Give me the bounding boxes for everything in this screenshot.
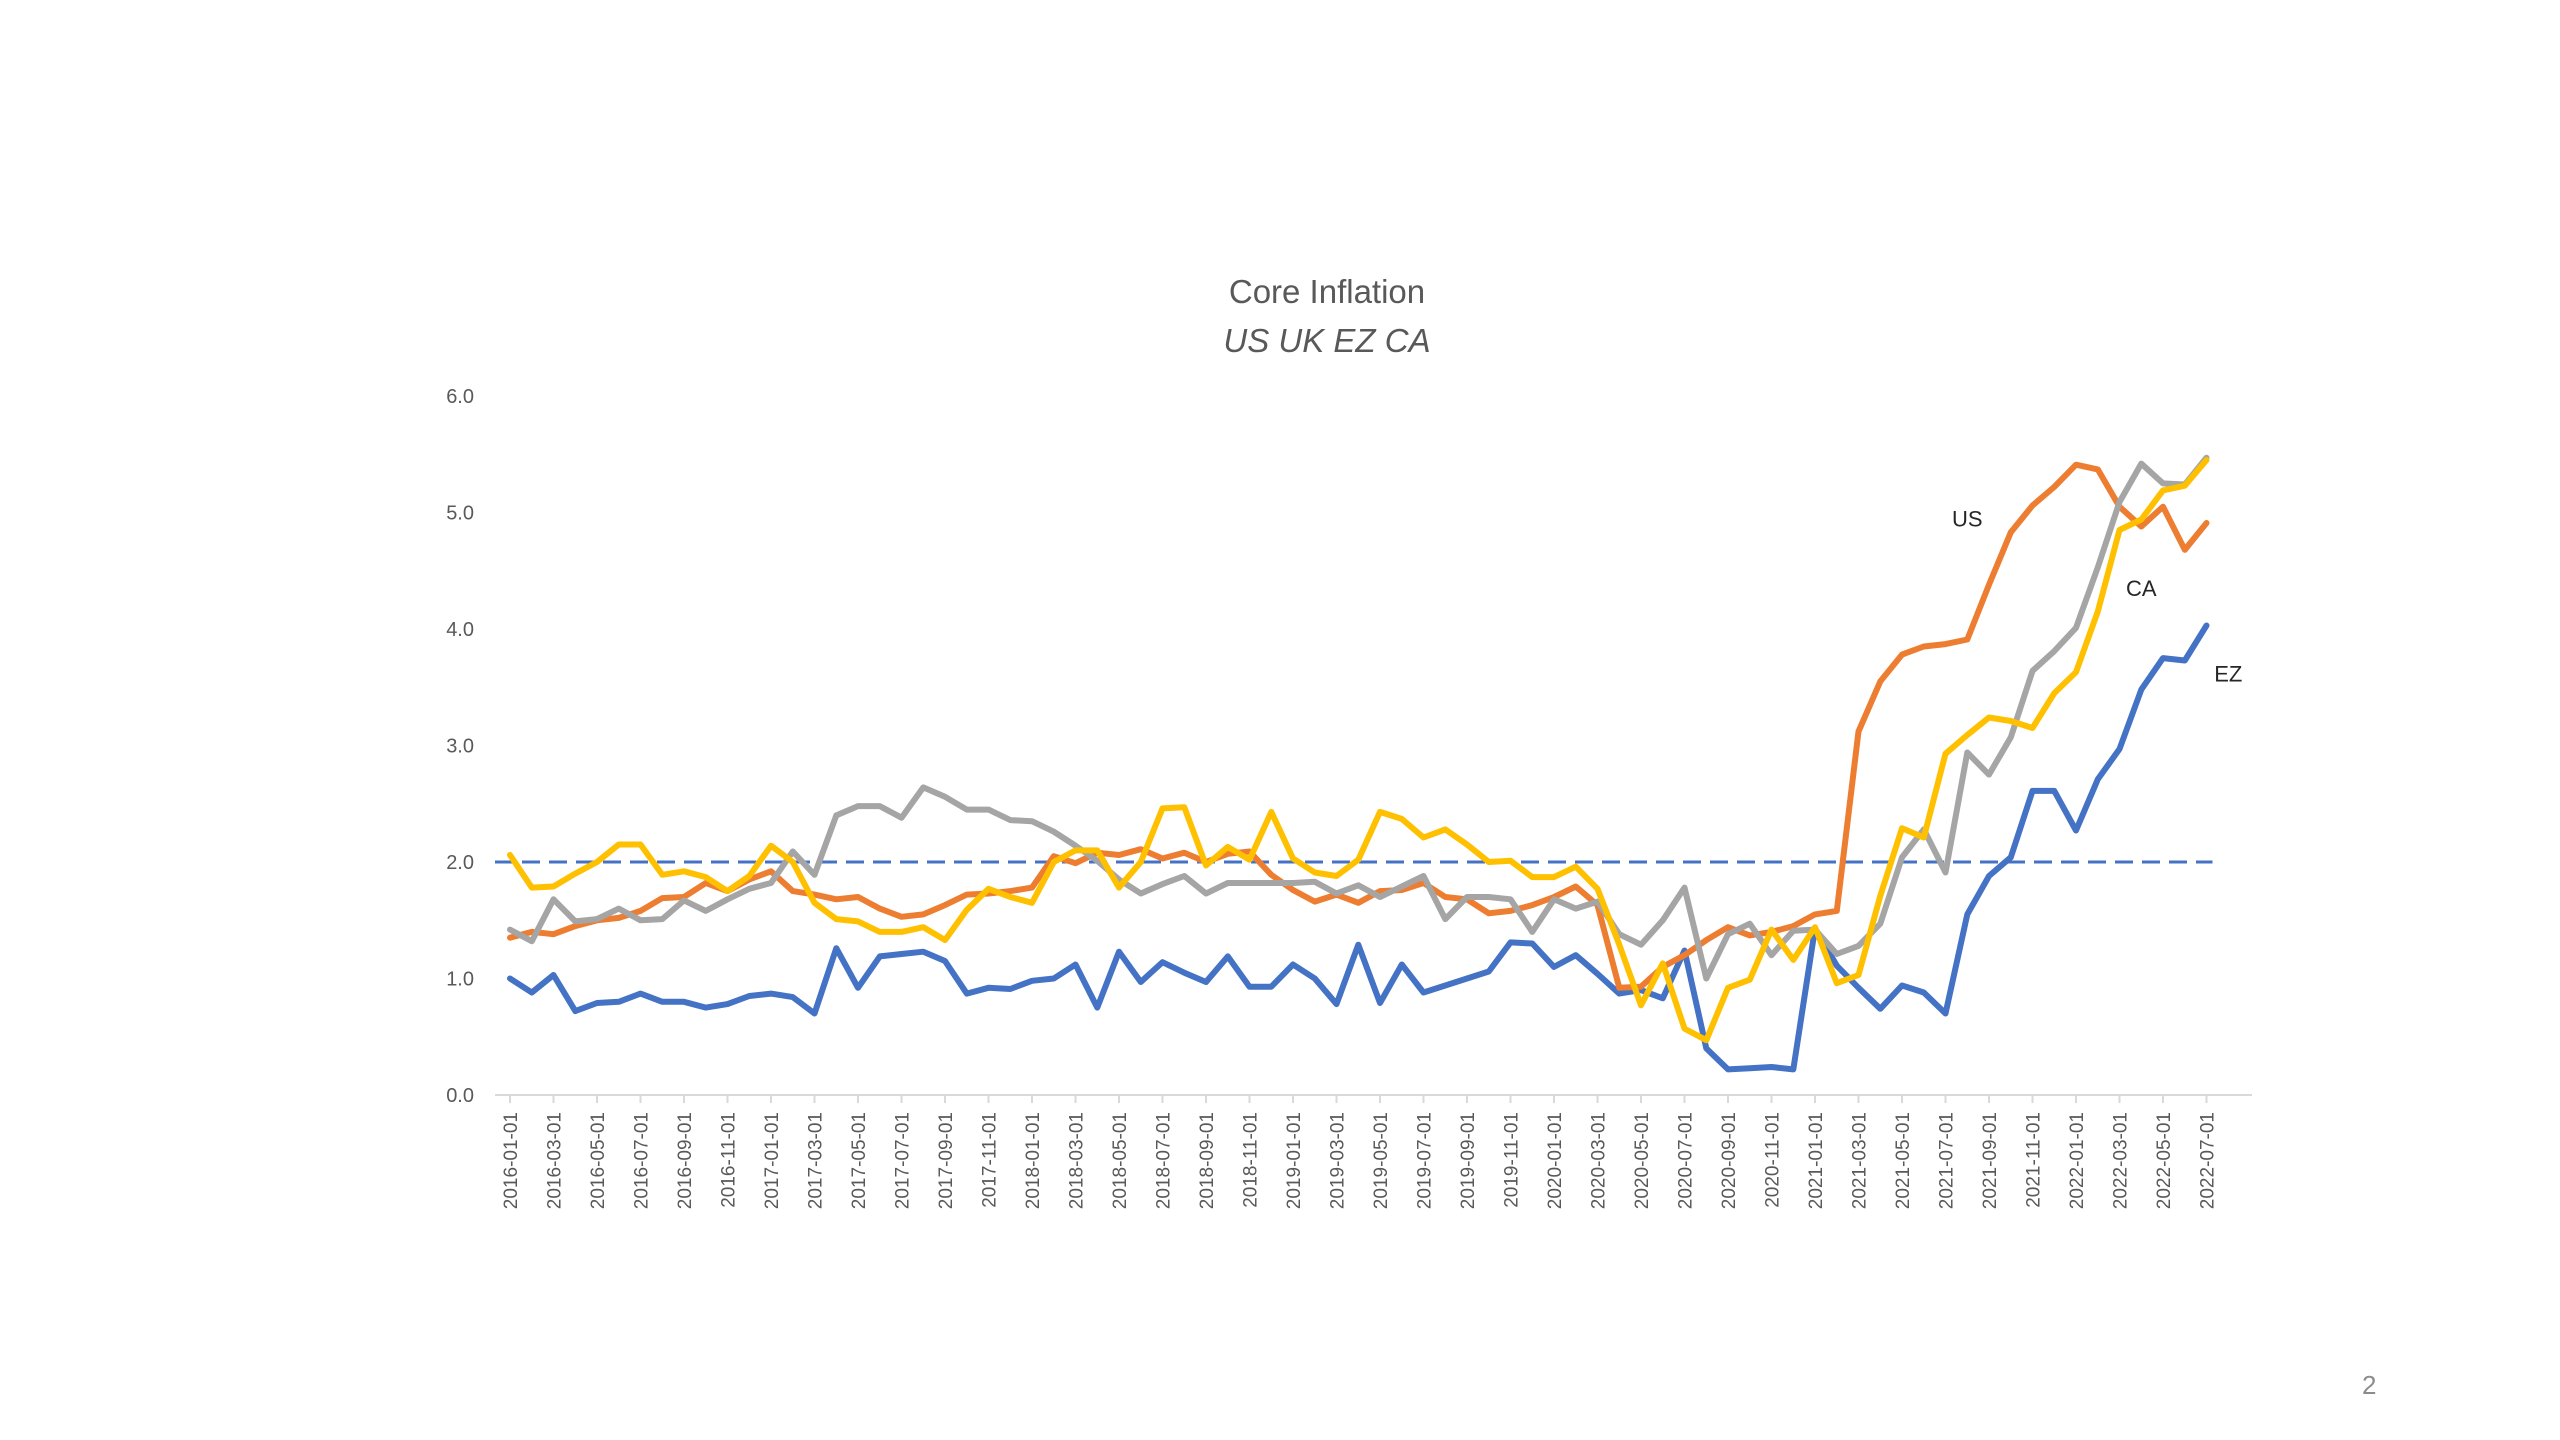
x-tick-label: 2021-11-01 (2024, 1112, 2045, 1208)
x-tick-label: 2017-01-01 (762, 1112, 783, 1209)
y-axis-ticks: 0.0 1.0 2.0 3.0 4.0 5.0 6.0 (446, 386, 474, 1107)
x-tick-label: 2016-05-01 (588, 1112, 609, 1209)
x-tick-label: 2020-09-01 (1719, 1112, 1740, 1209)
x-tick-label: 2021-07-01 (1937, 1112, 1958, 1209)
x-tick-label: 2021-09-01 (1980, 1112, 2001, 1209)
x-tick-label: 2018-03-01 (1067, 1112, 1088, 1209)
x-tick-label: 2017-03-01 (806, 1112, 827, 1209)
x-tick-label: 2020-01-01 (1545, 1112, 1566, 1209)
x-tick-label: 2018-09-01 (1197, 1112, 1218, 1209)
series-line-us (507, 461, 2210, 991)
y-tick-label: 0.0 (446, 1085, 474, 1107)
x-tick-label: 2017-07-01 (893, 1112, 914, 1209)
x-tick-label: 2016-07-01 (632, 1112, 653, 1209)
x-tick-label: 2021-05-01 (1893, 1112, 1914, 1209)
x-tick-label: 2021-03-01 (1850, 1112, 1871, 1209)
x-tick-label: 2019-07-01 (1415, 1112, 1436, 1209)
series-annotation: EZ (2214, 661, 2242, 686)
x-tick-label: 2016-09-01 (675, 1112, 696, 1209)
y-tick-label: 2.0 (446, 852, 474, 874)
x-tick-label: 2018-11-01 (1241, 1112, 1262, 1208)
x-tick-label: 2019-01-01 (1284, 1112, 1305, 1209)
x-tick-label: 2017-05-01 (849, 1112, 870, 1209)
x-tick-label: 2020-11-01 (1763, 1112, 1784, 1208)
series-annotation: US (1952, 506, 1983, 531)
y-tick-label: 1.0 (446, 969, 474, 991)
x-tick-label: 2018-01-01 (1023, 1112, 1044, 1209)
y-tick-label: 6.0 (446, 386, 474, 408)
x-tick-label: 2022-01-01 (2067, 1112, 2088, 1209)
chart-title: Core Inflation (1229, 273, 1425, 310)
x-tick-label: 2016-11-01 (719, 1112, 740, 1208)
x-axis-ticks: 2016-01-01 2016-03-01 2016-05-01 2016-07-01… (501, 1095, 2219, 1209)
x-tick-label: 2019-09-01 (1458, 1112, 1479, 1209)
x-tick-label: 2017-09-01 (936, 1112, 957, 1209)
x-tick-label: 2022-03-01 (2111, 1112, 2132, 1209)
x-tick-label: 2020-03-01 (1589, 1112, 1610, 1209)
x-tick-label: 2022-05-01 (2154, 1112, 2175, 1209)
page-number: 2 (2362, 1370, 2377, 1400)
x-tick-label: 2020-05-01 (1632, 1112, 1653, 1209)
x-tick-label: 2016-03-01 (545, 1112, 566, 1209)
annotation-layer: US CA EZ (1952, 506, 2242, 686)
x-tick-label: 2016-01-01 (501, 1112, 522, 1209)
x-tick-label: 2021-01-01 (1806, 1112, 1827, 1209)
x-tick-label: 2019-05-01 (1371, 1112, 1392, 1209)
x-tick-label: 2019-03-01 (1328, 1112, 1349, 1209)
x-tick-label: 2018-07-01 (1154, 1112, 1175, 1209)
x-tick-label: 2017-11-01 (980, 1112, 1001, 1208)
x-tick-label: 2018-05-01 (1110, 1112, 1131, 1209)
series-line-ca (507, 457, 2210, 1044)
series-layer (495, 454, 2213, 1073)
y-tick-label: 5.0 (446, 503, 474, 525)
series-line-ez (507, 622, 2210, 1073)
chart-subtitle: US UK EZ CA (1223, 322, 1430, 359)
y-tick-label: 4.0 (446, 619, 474, 641)
x-tick-label: 2019-11-01 (1502, 1112, 1523, 1208)
y-tick-label: 3.0 (446, 736, 474, 758)
x-tick-label: 2020-07-01 (1676, 1112, 1697, 1209)
x-tick-label: 2022-07-01 (2198, 1112, 2219, 1209)
series-annotation: CA (2126, 576, 2157, 601)
